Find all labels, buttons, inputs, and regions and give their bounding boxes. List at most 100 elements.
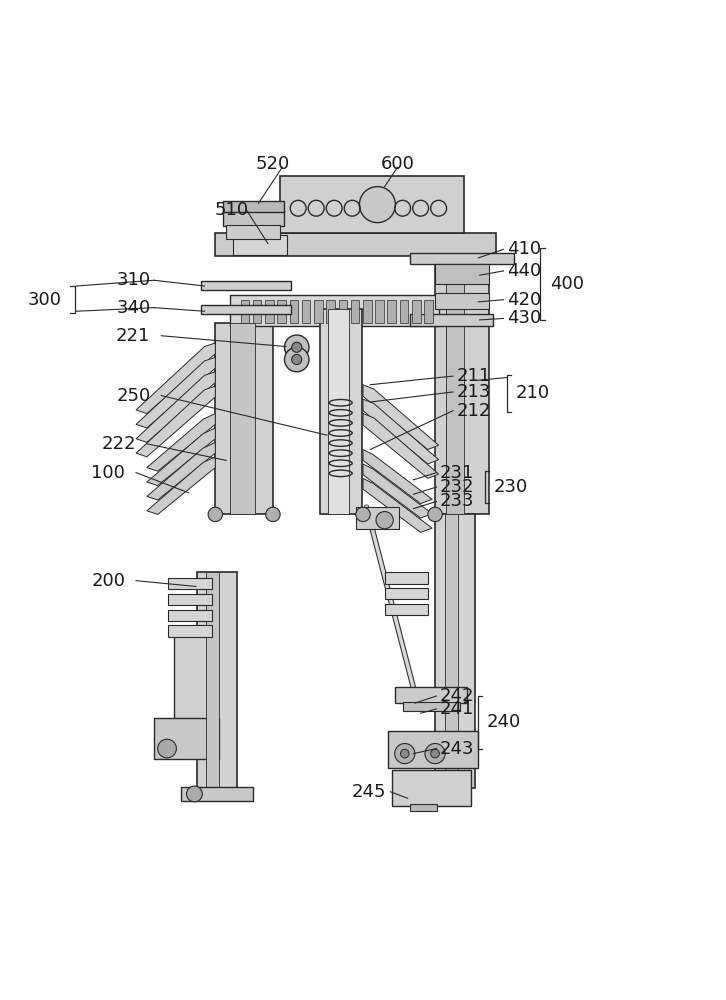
Text: 420: 420 (507, 291, 542, 309)
FancyBboxPatch shape (226, 225, 280, 239)
FancyBboxPatch shape (168, 578, 212, 589)
Text: 222: 222 (102, 435, 136, 453)
Text: 233: 233 (440, 492, 475, 510)
FancyBboxPatch shape (410, 804, 437, 811)
Polygon shape (147, 457, 216, 514)
Circle shape (158, 739, 176, 758)
Polygon shape (363, 399, 439, 464)
FancyBboxPatch shape (201, 281, 291, 290)
FancyBboxPatch shape (182, 787, 253, 801)
Polygon shape (147, 428, 216, 486)
Text: 221: 221 (116, 327, 150, 345)
Polygon shape (136, 342, 216, 414)
FancyBboxPatch shape (280, 176, 464, 233)
Text: 245: 245 (351, 783, 386, 801)
FancyBboxPatch shape (253, 300, 261, 323)
FancyBboxPatch shape (154, 718, 219, 759)
FancyBboxPatch shape (424, 300, 433, 323)
Text: 243: 243 (440, 740, 475, 758)
Circle shape (431, 749, 439, 758)
Polygon shape (136, 356, 216, 428)
Polygon shape (136, 370, 216, 442)
Circle shape (401, 749, 409, 758)
Text: 242: 242 (440, 687, 475, 705)
Polygon shape (363, 464, 432, 518)
Polygon shape (363, 385, 439, 450)
FancyBboxPatch shape (435, 514, 475, 788)
FancyBboxPatch shape (435, 293, 489, 309)
FancyBboxPatch shape (233, 235, 287, 255)
Text: 400: 400 (550, 275, 584, 293)
FancyBboxPatch shape (206, 572, 219, 788)
FancyBboxPatch shape (174, 633, 211, 720)
Text: 250: 250 (116, 387, 150, 405)
FancyBboxPatch shape (240, 300, 249, 323)
Circle shape (395, 744, 415, 764)
Polygon shape (363, 478, 432, 532)
Circle shape (187, 786, 203, 802)
Polygon shape (363, 450, 432, 504)
FancyBboxPatch shape (168, 594, 212, 605)
Circle shape (376, 512, 393, 529)
FancyBboxPatch shape (216, 233, 497, 256)
FancyBboxPatch shape (392, 770, 471, 806)
FancyBboxPatch shape (168, 610, 212, 621)
Text: 520: 520 (256, 155, 290, 173)
Circle shape (428, 507, 442, 522)
FancyBboxPatch shape (385, 588, 428, 599)
FancyBboxPatch shape (351, 300, 359, 323)
FancyBboxPatch shape (326, 300, 335, 323)
FancyBboxPatch shape (363, 300, 372, 323)
Text: 212: 212 (457, 402, 491, 420)
FancyBboxPatch shape (338, 300, 347, 323)
Text: 340: 340 (116, 299, 150, 317)
Text: 410: 410 (507, 240, 541, 258)
FancyBboxPatch shape (201, 305, 291, 314)
FancyBboxPatch shape (277, 300, 286, 323)
Circle shape (266, 507, 280, 522)
Text: 200: 200 (91, 572, 126, 590)
Polygon shape (363, 414, 439, 478)
Text: 231: 231 (440, 464, 475, 482)
FancyBboxPatch shape (403, 702, 460, 711)
FancyBboxPatch shape (319, 309, 362, 514)
FancyBboxPatch shape (396, 687, 468, 703)
FancyBboxPatch shape (410, 253, 514, 264)
FancyBboxPatch shape (302, 300, 311, 323)
FancyBboxPatch shape (375, 300, 384, 323)
Text: 440: 440 (507, 262, 542, 280)
Circle shape (292, 354, 302, 365)
Text: 230: 230 (494, 478, 529, 496)
FancyBboxPatch shape (385, 572, 428, 584)
Text: 300: 300 (28, 291, 62, 309)
FancyBboxPatch shape (290, 300, 298, 323)
FancyBboxPatch shape (229, 295, 439, 326)
Circle shape (208, 507, 222, 522)
Circle shape (359, 187, 396, 223)
FancyBboxPatch shape (435, 264, 489, 284)
FancyBboxPatch shape (356, 507, 399, 529)
FancyBboxPatch shape (410, 314, 493, 326)
Text: 510: 510 (215, 201, 249, 219)
Circle shape (356, 507, 370, 522)
Text: 210: 210 (515, 384, 550, 402)
Text: 310: 310 (116, 271, 150, 289)
Text: 232: 232 (440, 478, 475, 496)
Text: 213: 213 (457, 383, 491, 401)
FancyBboxPatch shape (388, 731, 478, 768)
Polygon shape (147, 442, 216, 500)
Text: 100: 100 (91, 464, 126, 482)
Circle shape (285, 347, 309, 372)
FancyBboxPatch shape (168, 625, 212, 637)
FancyBboxPatch shape (385, 604, 428, 615)
Polygon shape (147, 414, 216, 471)
FancyBboxPatch shape (314, 300, 322, 323)
FancyBboxPatch shape (412, 300, 420, 323)
FancyBboxPatch shape (229, 323, 255, 514)
FancyBboxPatch shape (222, 210, 284, 226)
Text: 430: 430 (507, 309, 542, 327)
Text: 240: 240 (487, 713, 521, 731)
FancyBboxPatch shape (446, 255, 464, 514)
Text: 241: 241 (440, 700, 475, 718)
FancyBboxPatch shape (328, 309, 348, 514)
